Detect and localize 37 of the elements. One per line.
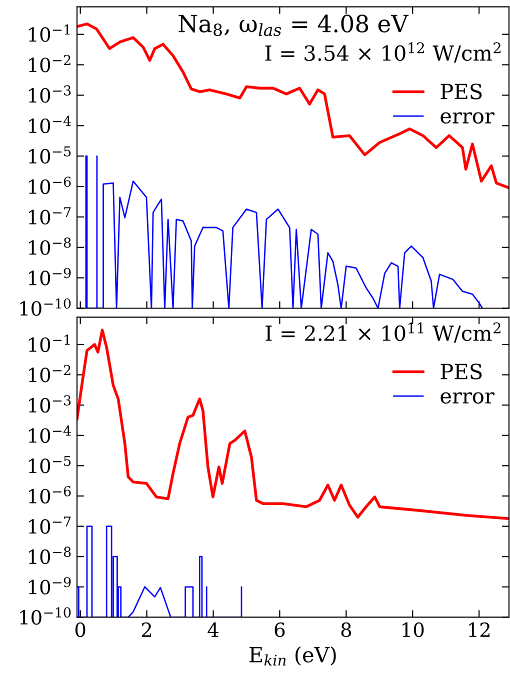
x-tick-label: 4 bbox=[208, 622, 218, 637]
y-tick-label: 10$^{−8}$ bbox=[29, 237, 71, 255]
y-tick-label: 10$^{−2}$ bbox=[29, 54, 70, 72]
y-tick-label: 10$^{−8}$ bbox=[29, 546, 71, 564]
x-tick-label: 8 bbox=[341, 622, 352, 638]
line-series bbox=[85, 155, 484, 308]
y-tick-label: 10$^{−5}$ bbox=[29, 456, 71, 474]
x-tick-label: 6 bbox=[274, 622, 285, 638]
annotation: Na$_{8}$, ω$_{las}$ = 4.08 eV bbox=[178, 14, 409, 36]
x-axis-title: E$_{kin}$ (eV) bbox=[250, 646, 336, 666]
legend-label: error bbox=[440, 392, 494, 404]
annotation: I = 3.54 × 10$^{12}$ W/cm$^{2}$ bbox=[265, 42, 500, 63]
y-tick-label: 10$^{−3}$ bbox=[29, 395, 71, 413]
y-tick-label: 10$^{−7}$ bbox=[29, 516, 71, 534]
y-tick-label: 10$^{−2}$ bbox=[29, 364, 70, 382]
y-tick-label: 10$^{−5}$ bbox=[29, 146, 71, 164]
y-tick-label: 10$^{−3}$ bbox=[29, 85, 71, 103]
x-tick-label: 12 bbox=[469, 622, 490, 637]
y-tick-label: 10$^{−10}$ bbox=[20, 607, 71, 625]
x-tick-label: 0 bbox=[75, 622, 86, 638]
y-tick-label: 10$^{−4}$ bbox=[29, 116, 71, 134]
legend-label: error bbox=[440, 112, 494, 124]
legend-label: PES bbox=[440, 84, 482, 100]
y-tick-label: 10$^{−6}$ bbox=[29, 176, 71, 194]
legend-label: PES bbox=[440, 364, 482, 380]
y-tick-label: 10$^{−4}$ bbox=[29, 425, 71, 443]
y-tick-label: 10$^{−9}$ bbox=[29, 268, 71, 286]
y-tick-label: 10$^{−6}$ bbox=[29, 486, 71, 504]
y-tick-label: 10$^{−9}$ bbox=[29, 576, 71, 594]
y-tick-label: 10$^{−1}$ bbox=[29, 24, 70, 42]
y-tick-label: 10$^{−7}$ bbox=[29, 207, 71, 224]
annotation: I = 2.21 × 10$^{11}$ W/cm$^{2}$ bbox=[266, 322, 500, 343]
x-tick-label: 2 bbox=[142, 622, 152, 637]
line-series bbox=[77, 526, 242, 618]
y-tick-label: 10$^{−10}$ bbox=[20, 298, 71, 316]
y-tick-label: 10$^{−1}$ bbox=[29, 334, 70, 352]
x-tick-label: 10 bbox=[402, 622, 424, 638]
